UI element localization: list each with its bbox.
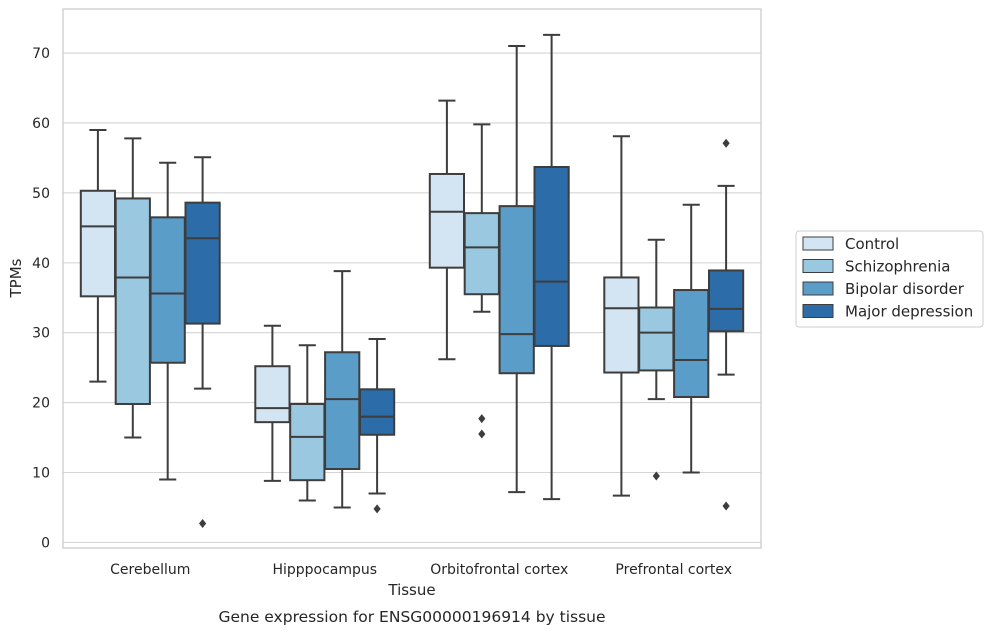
x-axis-title: Tissue [387, 581, 435, 599]
iqr-box [603, 276, 640, 374]
y-tick-label: 20 [32, 396, 50, 412]
iqr-box [149, 216, 186, 364]
box-control [254, 324, 291, 482]
outlier-point [652, 471, 660, 481]
iqr-box [707, 269, 745, 333]
legend-label: Control [845, 235, 899, 253]
y-tick-label: 30 [32, 326, 50, 342]
box-control [428, 99, 466, 361]
outlier-point [722, 138, 730, 148]
y-axis-title: TPMs [7, 258, 25, 298]
box-schizophrenia [289, 344, 326, 502]
iqr-box [673, 289, 710, 398]
y-tick-label: 60 [32, 116, 50, 132]
iqr-box [498, 205, 535, 375]
outlier-point [199, 519, 207, 529]
boxes-layer [79, 33, 745, 529]
box-schizophrenia [638, 238, 675, 481]
legend-swatch [802, 304, 834, 318]
legend-frame [795, 230, 984, 328]
box-bipolar-disorder [673, 203, 710, 474]
y-tick-labels: 0 10 20 30 40 50 60 70 [32, 46, 50, 551]
y-tick-label: 0 [41, 535, 50, 551]
box-bipolar-disorder [149, 161, 186, 481]
box-major-depression [358, 337, 396, 514]
x-tick-label: Hipppocampus [272, 562, 377, 578]
iqr-box [533, 165, 570, 347]
legend: Control Schizophrenia Bipolar disorder Majo… [795, 230, 984, 328]
x-tick-label: Prefrontal cortex [615, 562, 732, 578]
iqr-box [358, 388, 396, 436]
iqr-box [289, 402, 326, 482]
outlier-point [478, 414, 486, 424]
legend-label: Bipolar disorder [845, 280, 965, 298]
x-tick-label: Cerebellum [110, 562, 190, 578]
iqr-box [638, 306, 675, 372]
plot-frame [62, 8, 762, 549]
box-schizophrenia [463, 123, 500, 439]
legend-swatch [802, 259, 834, 273]
outlier-point [722, 501, 730, 511]
chart-caption: Gene expression for ENSG00000196914 by t… [218, 608, 605, 626]
x-tick-label: Orbitofrontal cortex [430, 562, 568, 578]
box-schizophrenia [114, 137, 151, 439]
box-major-depression [533, 33, 570, 501]
legend-label: Schizophrenia [845, 258, 950, 276]
y-tick-label: 10 [32, 465, 50, 481]
iqr-box [324, 351, 361, 471]
legend-swatch [802, 236, 834, 251]
outlier-point [373, 504, 381, 514]
y-tick-label: 40 [32, 256, 50, 272]
x-tick-labels: Cerebellum Hipppocampus Orbitofrontal cort… [110, 562, 732, 578]
box-bipolar-disorder [498, 45, 535, 494]
box-major-depression [184, 156, 221, 529]
iqr-box [184, 201, 221, 325]
y-tick-label: 50 [32, 186, 50, 202]
box-control [603, 135, 640, 497]
iqr-box [428, 172, 466, 269]
iqr-box [254, 365, 291, 424]
iqr-box [79, 189, 117, 298]
iqr-box [463, 212, 500, 296]
legend-swatch [802, 281, 834, 296]
outlier-point [478, 429, 486, 439]
y-tick-label: 70 [32, 46, 50, 62]
iqr-box [114, 197, 151, 405]
box-major-depression [707, 138, 745, 511]
box-bipolar-disorder [324, 270, 361, 509]
legend-label: Major depression [845, 303, 973, 321]
box-control [79, 128, 117, 383]
